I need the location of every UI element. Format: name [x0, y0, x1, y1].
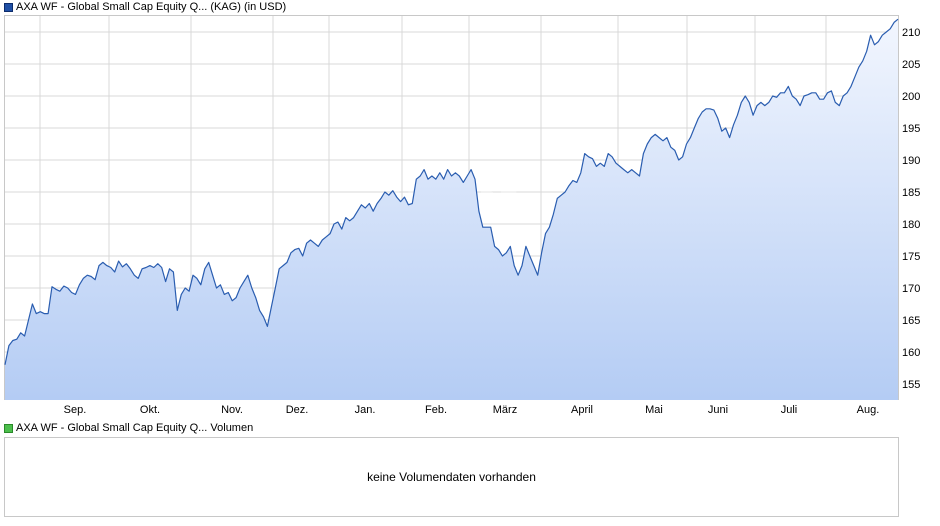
y-tick-label: 175 [902, 251, 920, 263]
y-tick-label: 210 [902, 27, 920, 39]
y-tick-label: 195 [902, 123, 920, 135]
volume-series-swatch [4, 423, 13, 433]
price-area [5, 19, 898, 400]
x-tick-label: April [571, 404, 593, 416]
y-tick-label: 190 [902, 155, 920, 167]
x-tick-label: März [493, 404, 517, 416]
x-tick-label: Aug. [857, 404, 880, 416]
x-tick-label: Nov. [221, 404, 243, 416]
x-tick-label: Mai [645, 404, 663, 416]
y-tick-label: 205 [902, 59, 920, 71]
y-tick-label: 165 [902, 315, 920, 327]
x-tick-label: Feb. [425, 404, 447, 416]
x-tick-label: Dez. [286, 404, 309, 416]
y-tick-label: 200 [902, 91, 920, 103]
y-tick-label: 170 [902, 283, 920, 295]
no-volume-message: keine Volumendaten vorhanden [367, 470, 536, 484]
y-tick-label: 155 [902, 379, 920, 391]
price-line [4, 18, 899, 365]
price-chart: ARIVA.DE Sep.Okt.Nov.Dez.Jan.Feb.MärzApr… [4, 15, 920, 416]
y-tick-label: 160 [902, 347, 920, 359]
x-tick-label: Jan. [355, 404, 376, 416]
price-series-swatch [4, 2, 13, 12]
x-tick-label: Sep. [64, 404, 87, 416]
volume-legend-label: AXA WF - Global Small Cap Equity Q... Vo… [16, 422, 254, 434]
price-legend-label: AXA WF - Global Small Cap Equity Q... (K… [16, 1, 287, 13]
y-tick-label: 185 [902, 187, 920, 199]
x-tick-label: Juli [781, 404, 798, 416]
volume-chart: keine Volumendaten vorhanden [4, 437, 899, 517]
x-tick-label: Juni [708, 404, 728, 416]
x-tick-label: Okt. [140, 404, 160, 416]
volume-legend: AXA WF - Global Small Cap Equity Q... Vo… [4, 421, 253, 435]
y-tick-label: 180 [902, 219, 920, 231]
price-legend: AXA WF - Global Small Cap Equity Q... (K… [4, 0, 286, 14]
